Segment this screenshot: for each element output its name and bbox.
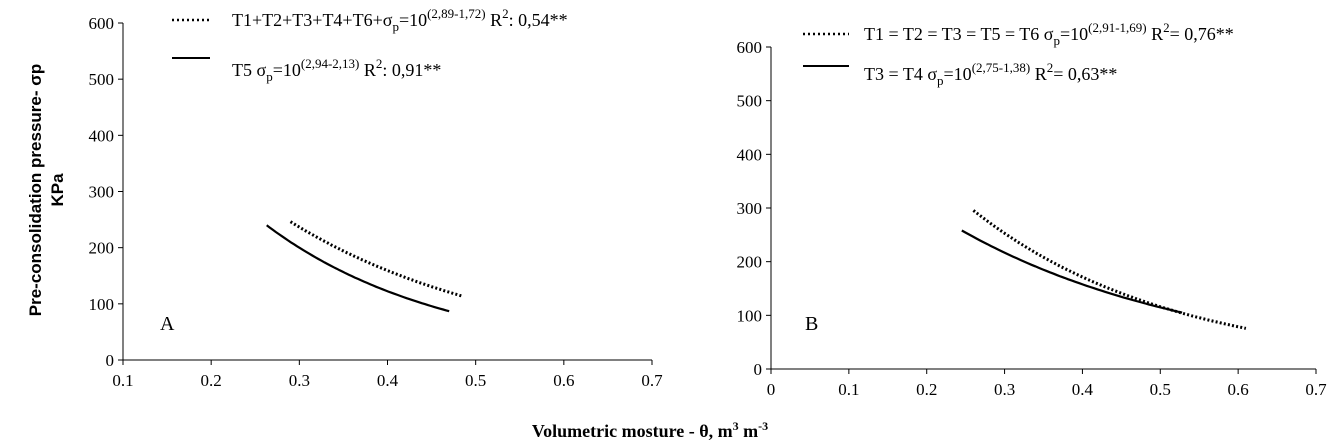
series-line-dotted — [289, 220, 464, 298]
y-tick-label: 500 — [737, 92, 763, 111]
series-line-solid — [961, 229, 1183, 314]
x-tick-label: 0.4 — [1072, 380, 1094, 399]
panel-letter: B — [805, 313, 818, 335]
panel-letter: A — [160, 313, 175, 335]
x-tick-label: 0.6 — [1228, 380, 1249, 399]
y-tick-label: 400 — [89, 126, 115, 145]
y-tick-label: 300 — [89, 183, 115, 202]
x-tick-label: 0.2 — [201, 371, 222, 390]
x-tick-label: 0.3 — [994, 380, 1015, 399]
x-tick-label: 0.5 — [1150, 380, 1171, 399]
y-tick-label: 100 — [89, 295, 115, 314]
x-tick-label: 0.3 — [289, 371, 310, 390]
y-axis-label-line2: KPa — [48, 173, 67, 207]
y-tick-label: 200 — [737, 253, 763, 272]
legend-label: T3 = T4 σp=10(2,75-1,38) R2= 0,63** — [864, 60, 1117, 88]
y-tick-label: 600 — [89, 14, 115, 33]
panel-b: 0 0.1 0.2 0.3 0.4 0.5 0.6 0.7 0 100 200 300 400 500 60… — [737, 20, 1328, 399]
y-tick-label: 500 — [89, 70, 115, 89]
y-tick-label: 600 — [737, 38, 763, 57]
y-tick-label: 100 — [737, 306, 763, 325]
series-line-dotted — [972, 209, 1247, 330]
legend-label: T5 σp=10(2,94-2,13) R2: 0,91** — [232, 56, 441, 84]
x-tick-label: 0 — [767, 380, 776, 399]
y-axis-label-line1: Pre-consolidation pressure- σp — [26, 64, 45, 317]
x-tick-label: 0.1 — [112, 371, 133, 390]
legend-label: T1+T2+T3+T4+T6+σp=10(2,89-1,72) R2: 0,54… — [232, 6, 568, 34]
y-tick-label: 0 — [106, 351, 115, 370]
panel-a: 0.1 0.2 0.3 0.4 0.5 0.6 0.7 0 100 200 300 400 500 600… — [89, 6, 664, 390]
x-tick-label: 0.7 — [1305, 380, 1327, 399]
x-tick-label: 0.4 — [377, 371, 399, 390]
x-tick-label: 0.2 — [916, 380, 937, 399]
x-tick-label: 0.5 — [465, 371, 486, 390]
x-tick-label: 0.7 — [641, 371, 663, 390]
series-line-solid — [266, 224, 450, 313]
x-tick-label: 0.1 — [838, 380, 859, 399]
x-tick-label: 0.6 — [553, 371, 574, 390]
y-tick-label: 400 — [737, 145, 763, 164]
y-tick-label: 300 — [737, 199, 763, 218]
x-axis-label: Volumetric mosture - θ, m3 m-3 — [532, 419, 768, 441]
y-tick-label: 200 — [89, 239, 115, 258]
y-tick-label: 0 — [754, 360, 763, 379]
legend-label: T1 = T2 = T3 = T5 = T6 σp=10(2,91-1,69) … — [864, 20, 1234, 48]
